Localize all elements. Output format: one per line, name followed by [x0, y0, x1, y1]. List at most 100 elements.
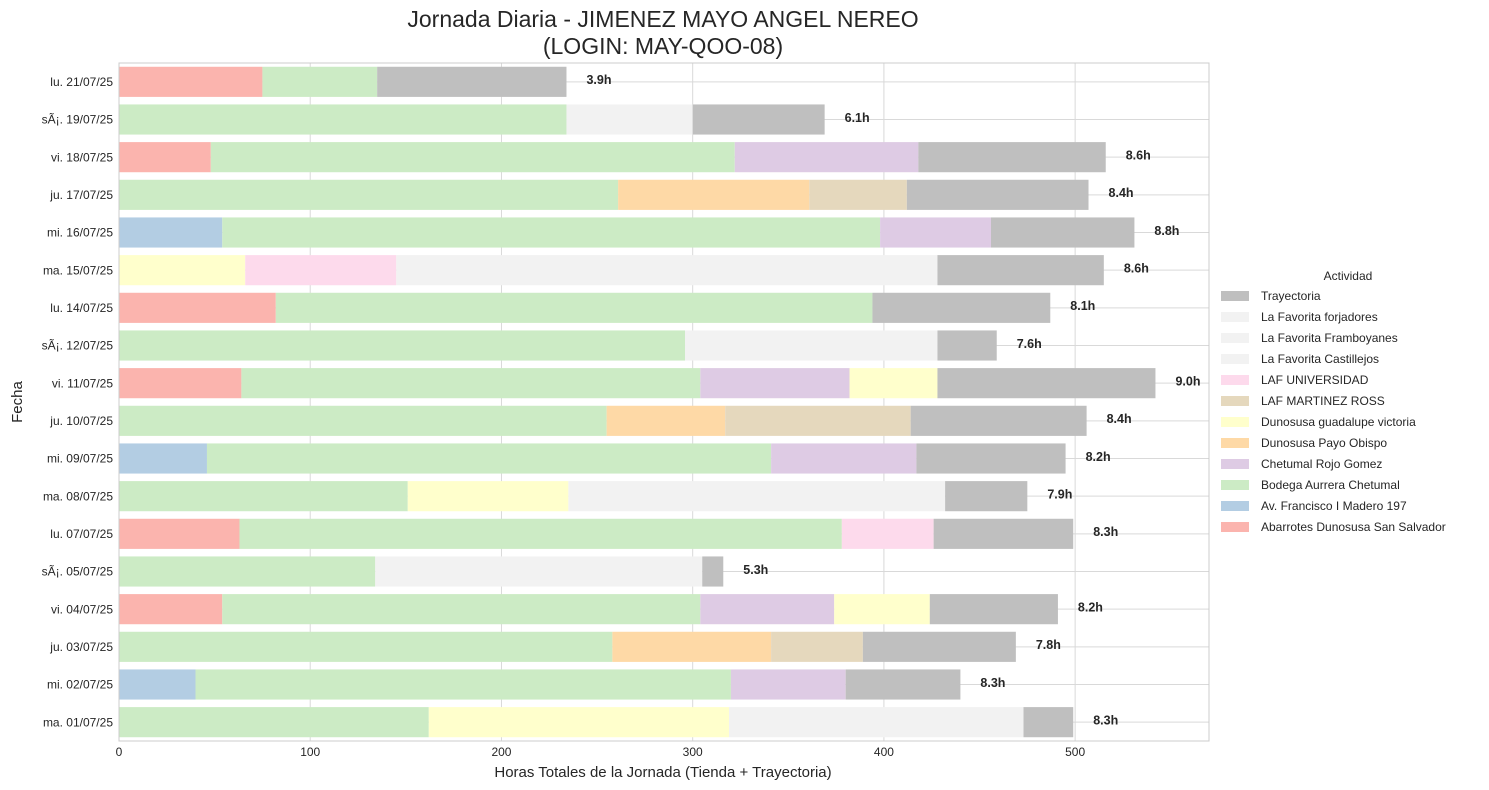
- bar-segment: [991, 217, 1135, 248]
- bar-row: 8.3h: [119, 669, 1005, 700]
- bar-segment: [396, 255, 938, 286]
- bar-segment: [245, 255, 397, 286]
- bar-segment: [262, 66, 378, 97]
- legend-item: Dunosusa Payo Obispo: [1221, 436, 1387, 450]
- bar-segment: [618, 179, 810, 210]
- legend-item: La Favorita Framboyanes: [1221, 331, 1398, 345]
- bar-row: 8.4h: [119, 179, 1134, 210]
- bar-segment: [692, 104, 825, 135]
- bar-segment: [119, 255, 246, 286]
- bar-row: 8.1h: [119, 292, 1095, 323]
- y-tick-label: mi. 09/07/25: [47, 452, 113, 466]
- bar-segment: [222, 594, 701, 625]
- legend-item: Chetumal Rojo Gomez: [1221, 457, 1382, 471]
- bar-segment: [933, 518, 1074, 549]
- y-tick-label: sÃ¡. 19/07/25: [42, 113, 114, 127]
- bar-segment: [771, 443, 917, 474]
- bar-segment: [206, 443, 772, 474]
- bar-segment: [700, 368, 850, 399]
- bar-segment: [606, 405, 726, 436]
- y-tick-label: ju. 03/07/25: [49, 640, 113, 654]
- x-tick-label: 500: [1065, 745, 1085, 759]
- bar-segment: [241, 368, 701, 399]
- bar-row: 8.4h: [119, 405, 1132, 436]
- y-tick-label: mi. 02/07/25: [47, 678, 113, 692]
- legend-item: Av. Francisco I Madero 197: [1221, 499, 1407, 513]
- bar-segment: [119, 142, 211, 173]
- bar-total-label: 7.6h: [1017, 337, 1042, 351]
- y-tick-label: lu. 21/07/25: [50, 75, 113, 89]
- bar-total-label: 8.6h: [1124, 261, 1149, 275]
- legend-swatch: [1221, 354, 1249, 364]
- bar-segment: [916, 443, 1066, 474]
- legend-label: Dunosusa guadalupe victoria: [1261, 415, 1416, 429]
- y-tick-label: lu. 07/07/25: [50, 527, 113, 541]
- bar-segment: [119, 292, 276, 323]
- bar-row: 8.8h: [119, 217, 1179, 248]
- legend-label: Bodega Aurrera Chetumal: [1261, 478, 1400, 492]
- bar-row: 3.9h: [119, 66, 611, 97]
- bar-segment: [771, 631, 863, 662]
- legend-item: Dunosusa guadalupe victoria: [1221, 415, 1416, 429]
- bar-segment: [275, 292, 873, 323]
- x-tick-label: 300: [683, 745, 703, 759]
- legend-label: La Favorita forjadores: [1261, 310, 1378, 324]
- bar-segment: [937, 368, 1156, 399]
- y-tick-label: ma. 01/07/25: [43, 715, 113, 729]
- legend-label: Chetumal Rojo Gomez: [1261, 457, 1382, 471]
- bar-segment: [119, 217, 223, 248]
- bar-segment: [566, 104, 693, 135]
- y-tick-label: mi. 16/07/25: [47, 226, 113, 240]
- bar-total-label: 8.4h: [1107, 412, 1132, 426]
- y-tick-labels: lu. 21/07/25 sÃ¡. 19/07/25 vi. 18/07/25 ju.…: [42, 75, 114, 729]
- bar-segment: [239, 518, 842, 549]
- bars-group: 3.9h 6.1h 8.6h 8.4h 8.8h 8.6h 8.1h 7.6h 9.0h 8.4h…: [119, 66, 1200, 738]
- chart-title-line2: (LOGIN: MAY-QOO-08): [543, 33, 783, 59]
- x-tick-label: 0: [116, 745, 123, 759]
- bar-segment: [119, 594, 223, 625]
- bar-segment: [119, 179, 619, 210]
- bar-segment: [119, 443, 207, 474]
- bar-segment: [725, 405, 911, 436]
- x-tick-label: 400: [874, 745, 894, 759]
- bar-segment: [210, 142, 735, 173]
- legend-swatch: [1221, 333, 1249, 343]
- legend-label: Trayectoria: [1261, 289, 1321, 303]
- bar-segment: [702, 556, 724, 587]
- chart-title-line1: Jornada Diaria - JIMENEZ MAYO ANGEL NERE…: [407, 6, 918, 32]
- bar-segment: [845, 669, 961, 700]
- y-tick-label: vi. 04/07/25: [51, 602, 113, 616]
- bar-total-label: 6.1h: [845, 111, 870, 125]
- bar-total-label: 7.8h: [1036, 638, 1061, 652]
- y-tick-label: ju. 17/07/25: [49, 188, 113, 202]
- y-axis-label: Fecha: [9, 381, 26, 423]
- bar-total-label: 7.9h: [1047, 487, 1072, 501]
- legend: Actividad Trayectoria La Favorita forjado…: [1221, 269, 1446, 534]
- bar-segment: [119, 405, 607, 436]
- bar-segment: [730, 669, 846, 700]
- bar-total-label: 5.3h: [743, 563, 768, 577]
- bar-segment: [834, 594, 930, 625]
- bar-segment: [880, 217, 991, 248]
- bar-total-label: 3.9h: [586, 73, 611, 87]
- bar-row: 9.0h: [119, 368, 1200, 399]
- legend-title: Actividad: [1324, 269, 1373, 283]
- bar-segment: [841, 518, 934, 549]
- legend-label: Abarrotes Dunosusa San Salvador: [1261, 520, 1446, 534]
- y-tick-label: vi. 18/07/25: [51, 150, 113, 164]
- plot-frame: [118, 62, 1210, 742]
- bar-segment: [734, 142, 919, 173]
- bar-row: 8.6h: [119, 142, 1151, 173]
- bar-row: 7.6h: [119, 330, 1042, 361]
- bar-segment: [1023, 707, 1074, 738]
- x-tick-label: 200: [491, 745, 511, 759]
- legend-item: La Favorita Castillejos: [1221, 352, 1379, 366]
- bar-total-label: 9.0h: [1175, 374, 1200, 388]
- bar-segment: [377, 66, 567, 97]
- y-tick-label: vi. 11/07/25: [52, 376, 113, 390]
- bar-segment: [119, 707, 429, 738]
- bar-segment: [119, 368, 242, 399]
- legend-swatch: [1221, 459, 1249, 469]
- bar-row: 8.3h: [119, 518, 1118, 549]
- bar-segment: [612, 631, 772, 662]
